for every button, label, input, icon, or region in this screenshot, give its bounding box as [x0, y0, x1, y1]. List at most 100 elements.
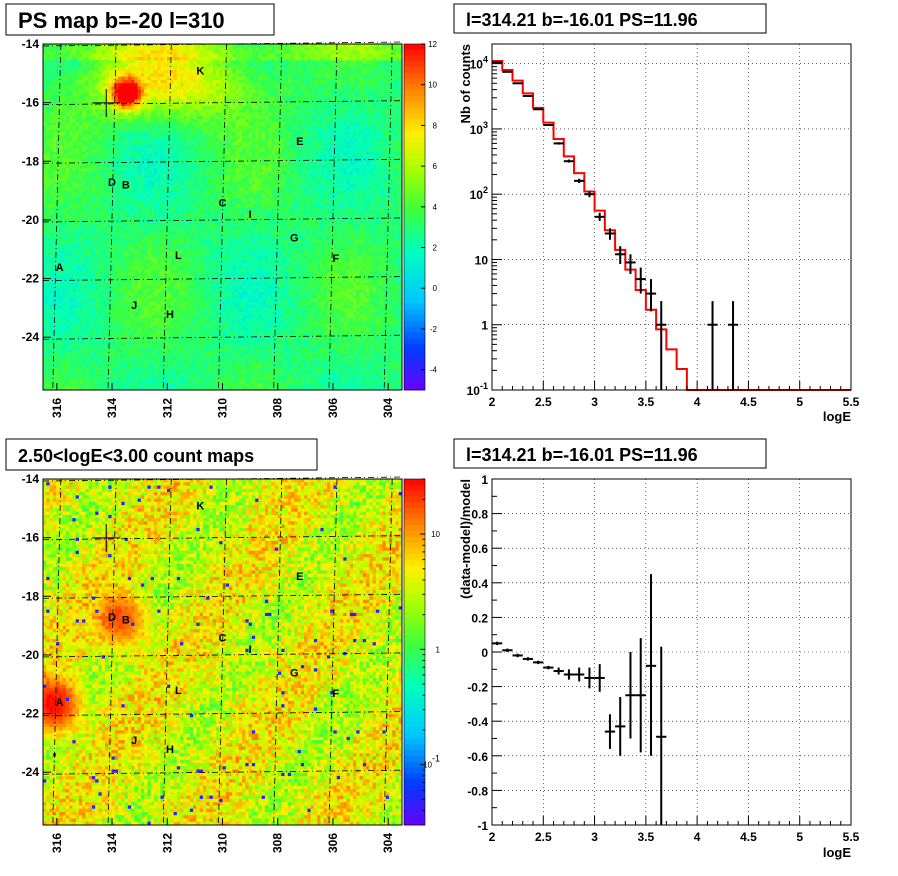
heatmap-cell — [111, 138, 116, 143]
heatmap-cell — [140, 135, 145, 140]
heatmap-cell — [153, 145, 158, 149]
heatmap-cell — [91, 92, 96, 97]
heatmap-cell — [251, 184, 256, 189]
heatmap-cell — [173, 60, 178, 64]
heatmap-cell — [118, 119, 122, 123]
heatmap-cell — [196, 73, 201, 78]
heatmap-cell — [353, 109, 357, 113]
heatmap-cell — [108, 190, 112, 195]
heatmap-cell — [118, 44, 122, 48]
heatmap-cell — [163, 70, 168, 74]
heatmap-cell — [212, 63, 217, 68]
heatmap-cell — [186, 184, 191, 189]
heatmap-cell — [320, 53, 325, 58]
heatmap-cell — [232, 135, 236, 140]
heatmap-cell — [248, 86, 253, 91]
heatmap-cell — [330, 141, 334, 146]
heatmap-cell — [382, 125, 387, 130]
heatmap-cell — [313, 128, 318, 133]
heatmap-cell — [176, 141, 181, 146]
heatmap-cell — [388, 119, 393, 123]
heatmap-cell — [62, 76, 67, 81]
heatmap-cell — [82, 158, 86, 162]
heatmap-cell — [144, 102, 148, 107]
heatmap-cell — [359, 57, 364, 61]
heatmap-cell — [372, 148, 377, 153]
heatmap-cell — [189, 154, 194, 159]
heatmap-cell — [144, 138, 148, 143]
heatmap-cell — [310, 168, 315, 172]
heatmap-cell — [95, 145, 99, 149]
heatmap-cell — [101, 102, 106, 107]
heatmap-cell — [353, 44, 357, 48]
heatmap-cell — [91, 112, 96, 117]
heatmap-cell — [291, 141, 295, 146]
heatmap-cell — [336, 89, 341, 94]
heatmap-cell — [219, 164, 223, 169]
heatmap-cell — [212, 70, 217, 74]
heatmap-cell — [127, 187, 132, 192]
heatmap-cell — [219, 89, 223, 94]
heatmap-cell — [108, 132, 112, 136]
heatmap-cell — [398, 96, 403, 100]
heatmap-cell — [264, 102, 269, 107]
heatmap-cell — [382, 109, 387, 113]
heatmap-cell — [336, 63, 341, 68]
heatmap-cell — [193, 83, 197, 87]
heatmap-cell — [356, 83, 360, 87]
heatmap-cell — [144, 132, 148, 136]
heatmap-cell — [294, 132, 298, 136]
heatmap-cell — [271, 122, 276, 126]
heatmap-cell — [167, 50, 171, 55]
heatmap-cell — [330, 177, 334, 182]
heatmap-cell — [388, 138, 393, 143]
heatmap-cell — [52, 99, 57, 104]
heatmap-cell — [49, 122, 54, 126]
heatmap-cell — [255, 122, 259, 126]
heatmap-cell — [137, 57, 142, 61]
heatmap-cell — [310, 119, 315, 123]
heatmap-cell — [294, 57, 298, 61]
heatmap-cell — [222, 47, 227, 51]
heatmap-cell — [193, 50, 197, 55]
heatmap-cell — [284, 187, 289, 192]
heatmap-cell — [353, 115, 357, 120]
heatmap-cell — [199, 109, 204, 113]
heatmap-cell — [127, 112, 132, 117]
heatmap-cell — [95, 92, 99, 97]
heatmap-cell — [248, 115, 253, 120]
heatmap-cell — [238, 57, 243, 61]
heatmap-cell — [127, 83, 132, 87]
heatmap-cell — [385, 132, 390, 136]
heatmap-cell — [147, 79, 152, 84]
heatmap-cell — [229, 138, 233, 143]
heatmap-cell — [232, 73, 236, 78]
heatmap-cell — [65, 106, 70, 110]
heatmap-cell — [212, 151, 217, 156]
heatmap-cell — [258, 141, 263, 146]
heatmap-cell — [180, 57, 184, 61]
heatmap-cell — [137, 79, 142, 84]
heatmap-cell — [264, 168, 269, 172]
heatmap-cell — [349, 50, 354, 55]
heatmap-cell — [108, 177, 112, 182]
heatmap-cell — [398, 106, 403, 110]
heatmap-cell — [78, 145, 83, 149]
heatmap-cell — [313, 44, 318, 48]
heatmap-cell — [251, 151, 256, 156]
heatmap-cell — [251, 109, 256, 113]
heatmap-cell — [105, 96, 109, 100]
heatmap-cell — [46, 125, 50, 130]
heatmap-cell — [65, 161, 70, 166]
heatmap-cell — [349, 164, 354, 169]
heatmap-cell — [88, 154, 93, 159]
heatmap-cell — [264, 174, 269, 179]
heatmap-cell — [144, 135, 148, 140]
heatmap-cell — [349, 83, 354, 87]
heatmap-cell — [62, 177, 67, 182]
heatmap-cell — [108, 76, 112, 81]
heatmap-cell — [349, 184, 354, 189]
heatmap-cell — [160, 53, 165, 58]
heatmap-cell — [160, 190, 165, 195]
